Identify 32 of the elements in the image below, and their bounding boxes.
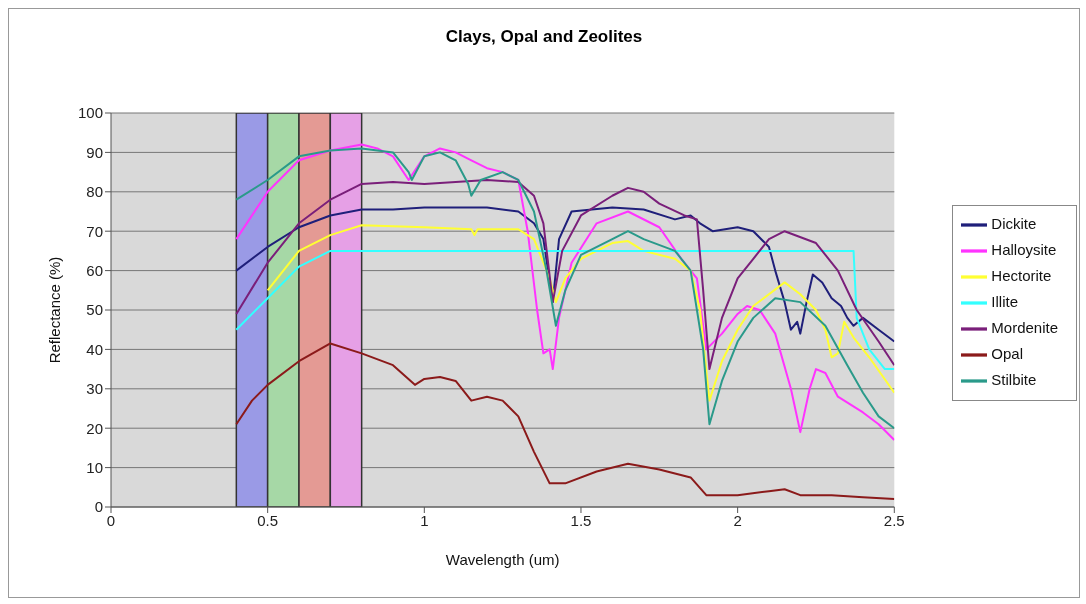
y-tick-label: 100 [77, 104, 103, 122]
legend-label: Illite [991, 292, 1018, 310]
line-series [235, 206, 895, 343]
chart-title: Clays, Opal and Zeolites [444, 27, 644, 47]
legend-label: Mordenite [991, 318, 1058, 336]
y-tick-label: 80 [86, 183, 103, 201]
x-axis-title: Wavelength (um) [445, 551, 560, 568]
y-axis-title: Reflectance (%) [46, 256, 64, 364]
x-tick-label: 0 [106, 511, 116, 529]
legend-label: Dickite [991, 214, 1037, 232]
y-tick-label: 0 [94, 498, 103, 516]
line-series [235, 178, 895, 371]
line-series [235, 342, 895, 501]
legend-label: Stilbite [991, 370, 1037, 388]
x-tick-label: 1 [420, 511, 429, 529]
y-tick-label: 60 [86, 261, 103, 279]
y-tick-label: 30 [86, 380, 103, 398]
line-series [235, 249, 895, 371]
legend-label: Hectorite [991, 266, 1052, 284]
x-tick-label: 1.5 [570, 511, 592, 529]
x-tick-label: 0.5 [257, 511, 279, 529]
y-tick-label: 70 [86, 222, 103, 240]
line-series [266, 224, 895, 402]
x-tick-label: 2.5 [883, 511, 905, 529]
y-tick-label: 20 [86, 419, 103, 437]
y-tick-label: 40 [86, 340, 103, 358]
legend-label: Halloysite [991, 240, 1057, 258]
y-tick-label: 50 [86, 301, 103, 319]
y-tick-label: 90 [86, 143, 103, 161]
y-tick-label: 10 [86, 458, 103, 476]
legend-label: Opal [991, 344, 1023, 362]
x-tick-label: 2 [733, 511, 742, 529]
